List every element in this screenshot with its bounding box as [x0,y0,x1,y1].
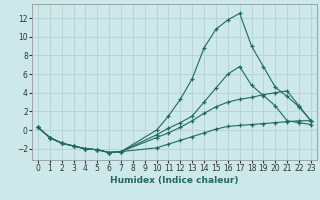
X-axis label: Humidex (Indice chaleur): Humidex (Indice chaleur) [110,176,239,185]
